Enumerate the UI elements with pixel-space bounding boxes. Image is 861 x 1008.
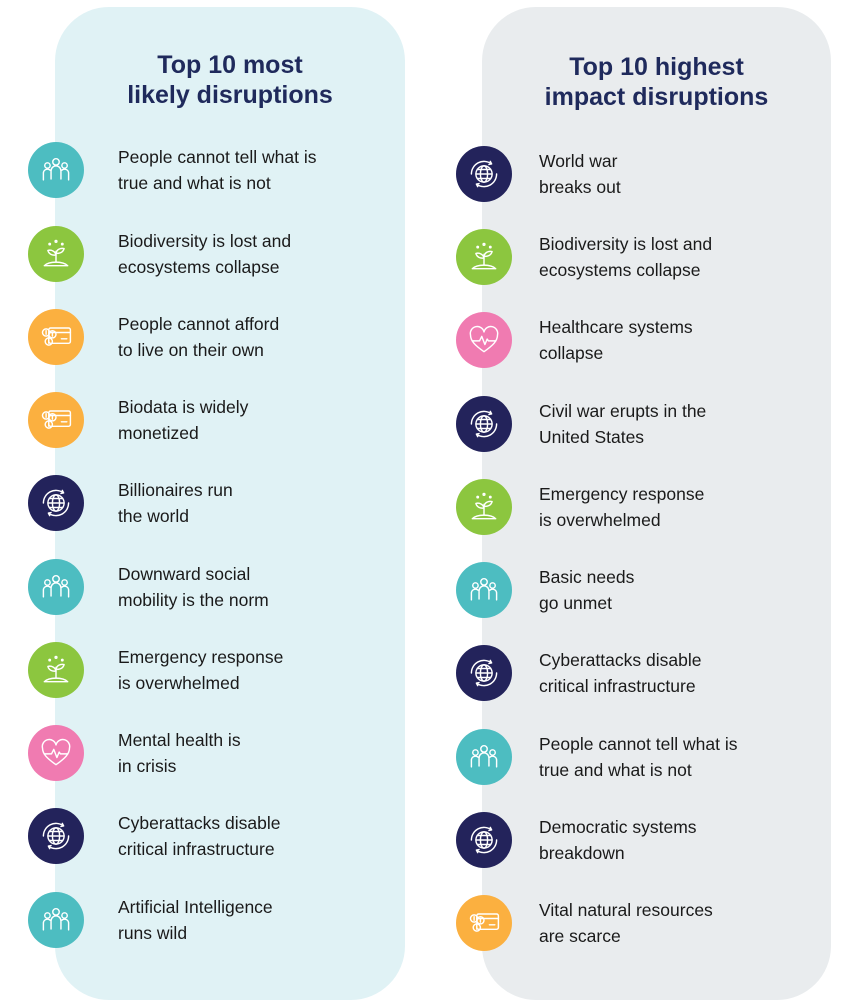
globe-icon-glyph bbox=[470, 410, 498, 438]
impact-disruptions-panel bbox=[482, 7, 831, 1000]
people-icon-glyph bbox=[42, 157, 70, 181]
item-text: Cyberattacks disable critical infrastruc… bbox=[539, 650, 702, 696]
item-text: People cannot tell what is true and what… bbox=[539, 734, 738, 780]
item-text: People cannot tell what is true and what… bbox=[118, 147, 317, 193]
globe-icon-glyph bbox=[470, 659, 498, 687]
plant-icon bbox=[456, 229, 512, 285]
globe-icon bbox=[456, 812, 512, 868]
plant-icon-glyph bbox=[471, 492, 497, 520]
item-text: People cannot afford to live on their ow… bbox=[118, 314, 280, 360]
globe-icon-glyph bbox=[470, 826, 498, 854]
item-text: World war breaks out bbox=[539, 151, 621, 197]
item-text: Billionaires run the world bbox=[118, 480, 233, 526]
list-item: Healthcare systems collapse bbox=[456, 310, 816, 370]
item-text: Mental health is in crisis bbox=[118, 730, 241, 776]
list-item: World war breaks out bbox=[456, 144, 816, 204]
list-item: Downward social mobility is the norm bbox=[28, 557, 368, 617]
list-item: Democratic systems breakdown bbox=[456, 810, 816, 870]
people-icon-glyph bbox=[42, 907, 70, 931]
item-text: Democratic systems breakdown bbox=[539, 817, 697, 863]
heart-icon bbox=[28, 725, 84, 781]
item-text: Healthcare systems collapse bbox=[539, 317, 693, 363]
item-text: Basic needs go unmet bbox=[539, 567, 635, 613]
title-line: likely disruptions bbox=[127, 81, 333, 109]
money-icon bbox=[28, 392, 84, 448]
item-text: Biodata is widely monetized bbox=[118, 397, 249, 443]
globe-icon bbox=[456, 645, 512, 701]
item-text: Emergency response is overwhelmed bbox=[539, 484, 705, 530]
people-icon-glyph bbox=[470, 744, 498, 768]
people-icon bbox=[28, 142, 84, 198]
globe-icon-glyph bbox=[42, 489, 70, 517]
item-text: Emergency response is overwhelmed bbox=[118, 647, 284, 693]
plant-icon bbox=[28, 226, 84, 282]
item-text: Artificial Intelligence runs wild bbox=[118, 897, 273, 943]
globe-icon bbox=[28, 475, 84, 531]
list-item: Emergency response is overwhelmed bbox=[456, 477, 816, 537]
list-item: Vital natural resources are scarce bbox=[456, 893, 816, 953]
plant-icon-glyph bbox=[43, 655, 69, 683]
list-item: People cannot tell what is true and what… bbox=[28, 140, 368, 200]
list-item: Billionaires run the world bbox=[28, 473, 368, 533]
likely-disruptions-title: Top 10 most likely disruptions bbox=[55, 50, 405, 110]
heart-icon-glyph bbox=[469, 325, 499, 353]
item-text: Downward social mobility is the norm bbox=[118, 564, 269, 610]
list-item: Biodata is widely monetized bbox=[28, 390, 368, 450]
plant-icon-glyph bbox=[471, 242, 497, 270]
people-icon bbox=[456, 729, 512, 785]
plant-icon bbox=[28, 642, 84, 698]
list-item: Mental health is in crisis bbox=[28, 723, 368, 783]
globe-icon bbox=[456, 146, 512, 202]
people-icon bbox=[28, 559, 84, 615]
globe-icon-glyph bbox=[42, 822, 70, 850]
people-icon-glyph bbox=[42, 574, 70, 598]
title-line: Top 10 most bbox=[157, 51, 303, 79]
item-text: Biodiversity is lost and ecosystems coll… bbox=[118, 231, 292, 277]
money-icon-glyph bbox=[41, 410, 72, 429]
likely-disruptions-panel bbox=[55, 7, 405, 1000]
money-icon bbox=[456, 895, 512, 951]
title-line: impact disruptions bbox=[544, 83, 769, 111]
money-icon-glyph bbox=[469, 913, 500, 932]
impact-disruptions-title: Top 10 highest impact disruptions bbox=[482, 52, 831, 112]
list-item: People cannot afford to live on their ow… bbox=[28, 307, 368, 367]
list-item: Biodiversity is lost and ecosystems coll… bbox=[28, 224, 368, 284]
list-item: Basic needs go unmet bbox=[456, 560, 816, 620]
heart-icon-glyph bbox=[41, 738, 71, 766]
people-icon bbox=[456, 562, 512, 618]
list-item: Civil war erupts in the United States bbox=[456, 394, 816, 454]
item-text: Biodiversity is lost and ecosystems coll… bbox=[539, 234, 713, 280]
money-icon-glyph bbox=[41, 327, 72, 346]
globe-icon bbox=[456, 396, 512, 452]
plant-icon-glyph bbox=[43, 239, 69, 267]
item-text: Vital natural resources are scarce bbox=[539, 900, 713, 946]
title-line: Top 10 highest bbox=[569, 53, 744, 81]
money-icon bbox=[28, 309, 84, 365]
people-icon bbox=[28, 892, 84, 948]
list-item: Artificial Intelligence runs wild bbox=[28, 890, 368, 950]
list-item: Biodiversity is lost and ecosystems coll… bbox=[456, 227, 816, 287]
globe-icon-glyph bbox=[470, 160, 498, 188]
list-item: Cyberattacks disable critical infrastruc… bbox=[28, 806, 368, 866]
list-item: People cannot tell what is true and what… bbox=[456, 727, 816, 787]
item-text: Civil war erupts in the United States bbox=[539, 401, 707, 447]
heart-icon bbox=[456, 312, 512, 368]
list-item: Emergency response is overwhelmed bbox=[28, 640, 368, 700]
plant-icon bbox=[456, 479, 512, 535]
globe-icon bbox=[28, 808, 84, 864]
people-icon-glyph bbox=[470, 577, 498, 601]
list-item: Cyberattacks disable critical infrastruc… bbox=[456, 643, 816, 703]
item-text: Cyberattacks disable critical infrastruc… bbox=[118, 813, 281, 859]
